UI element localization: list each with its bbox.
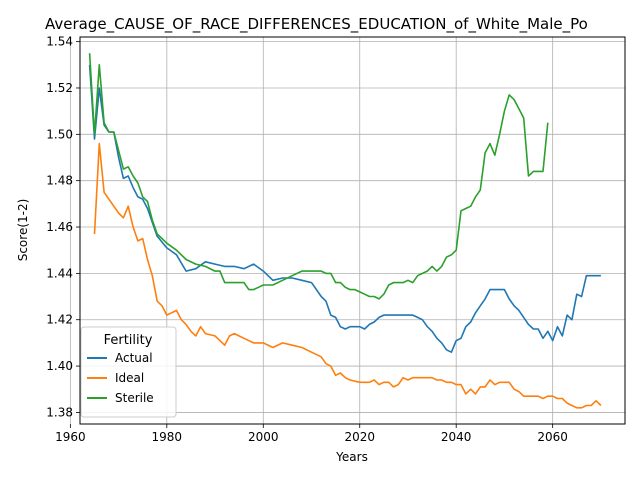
y-tick-label: 1.42 <box>46 313 73 327</box>
x-tick-label: 2040 <box>441 430 472 444</box>
y-tick-label: 1.50 <box>46 127 73 141</box>
y-tick-label: 1.46 <box>46 220 73 234</box>
y-axis-ticks: 1.38 1.40 1.42 1.44 1.46 1.48 1.50 1.52 1.54 <box>46 35 80 419</box>
x-tick-label: 2020 <box>344 430 375 444</box>
x-axis-label: Years <box>335 450 368 464</box>
x-tick-label: 2060 <box>537 430 568 444</box>
y-tick-label: 1.48 <box>46 174 73 188</box>
y-tick-label: 1.54 <box>46 35 73 49</box>
series-line-sterile <box>88 53 549 300</box>
x-tick-label: 1960 <box>55 430 86 444</box>
y-tick-label: 1.52 <box>46 81 73 95</box>
series-line-ideal <box>93 142 602 409</box>
series-line-actual <box>88 64 601 354</box>
legend-label-ideal: Ideal <box>115 371 144 385</box>
legend-label-actual: Actual <box>115 351 153 365</box>
legend-label-sterile: Sterile <box>115 391 154 405</box>
series-lines <box>88 53 602 409</box>
x-tick-label: 2000 <box>248 430 279 444</box>
legend-title: Fertility <box>104 333 153 348</box>
y-tick-label: 1.40 <box>46 359 73 373</box>
y-tick-label: 1.38 <box>46 405 73 419</box>
x-axis-ticks: 1960 1980 2000 2020 2040 2060 <box>55 424 568 444</box>
legend-box <box>80 326 177 418</box>
y-tick-label: 1.44 <box>46 266 73 280</box>
plot-frame <box>79 36 626 425</box>
legend: Fertility Actual Ideal Sterile <box>80 326 177 418</box>
chart-title: Average_CAUSE_OF_RACE_DIFFERENCES_EDUCAT… <box>45 15 588 34</box>
x-tick-label: 1980 <box>152 430 183 444</box>
y-axis-label: Score(1-2) <box>16 199 30 262</box>
